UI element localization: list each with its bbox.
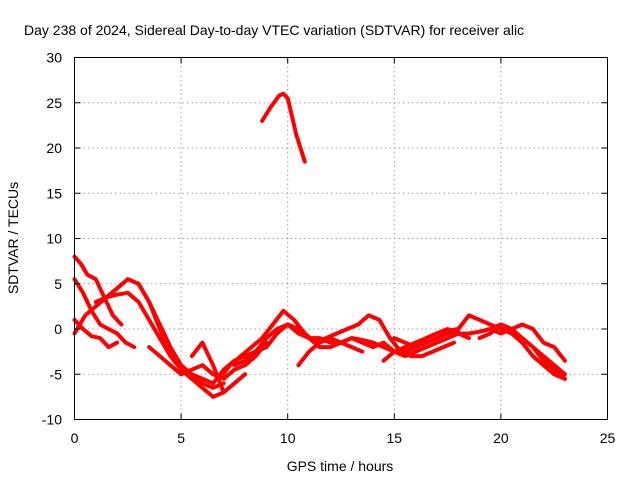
series-line-arc-16 (456, 313, 567, 381)
series-line-arc-12 (296, 336, 365, 368)
series-line-arc-18 (488, 322, 567, 363)
x-tick-label: 15 (387, 430, 403, 446)
series-line-arc-5 (93, 290, 248, 399)
x-axis-label: GPS time / hours (287, 458, 394, 474)
series-line-arc-6 (125, 277, 216, 386)
x-tick-label: 25 (600, 430, 616, 446)
series-layer (72, 91, 567, 399)
x-tick-label: 0 (71, 430, 79, 446)
y-axis-label: SDTVAR / TECUs (5, 182, 21, 294)
chart-title: Day 238 of 2024, Sidereal Day-to-day VTE… (24, 22, 524, 38)
series-line-arc-1 (72, 254, 124, 327)
series-line-arc-15 (392, 327, 461, 350)
y-tick-label: 0 (54, 321, 62, 337)
y-tick-label: 20 (46, 140, 62, 156)
x-tick-label: 10 (280, 430, 296, 446)
series-line-arc-7 (147, 340, 269, 381)
y-tick-label: -10 (42, 412, 62, 428)
x-tick-label: 5 (177, 430, 185, 446)
y-tick-label: 15 (46, 185, 62, 201)
series-line-arc-13 (260, 91, 307, 164)
series-line-arc-10 (217, 308, 456, 381)
series-line-arc-2 (72, 317, 120, 350)
x-tick-label: 20 (493, 430, 509, 446)
tick-layer: 0 5 10 15 20 25 -10 -5 0 5 10 15 20 25 30 (42, 50, 616, 447)
y-tick-label: 25 (46, 95, 62, 111)
y-tick-label: 5 (54, 276, 62, 292)
series-line-arc-11 (232, 322, 471, 368)
grid-layer (74, 57, 608, 420)
y-tick-label: -5 (50, 366, 63, 382)
series-line-arc-19 (477, 322, 567, 381)
series-line-arc-3 (72, 277, 137, 350)
y-tick-label: 30 (46, 50, 62, 66)
y-tick-label: 10 (46, 231, 62, 247)
